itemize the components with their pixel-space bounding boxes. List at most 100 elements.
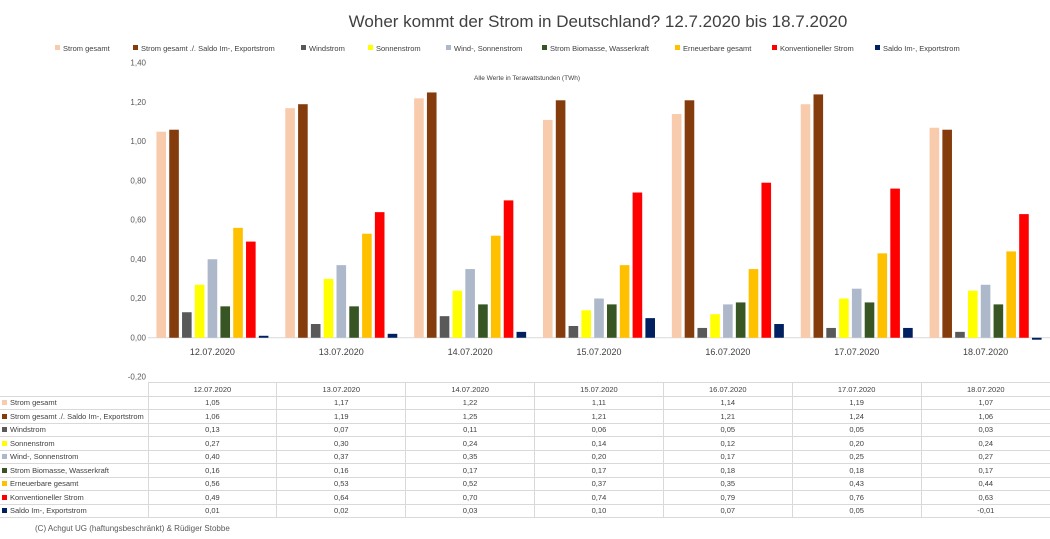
bar (877, 253, 888, 338)
x-tick-label: 18.07.2020 (963, 347, 1008, 357)
table-cell: 0,17 (662, 450, 793, 464)
bar (387, 333, 398, 338)
table-cell: 1,06 (147, 409, 277, 424)
table-header-cell: 13.07.2020 (276, 382, 406, 397)
table-cell: -0,01 (920, 504, 1050, 518)
row-label-text: Windstrom (10, 425, 46, 435)
y-tick-label: 0,00 (130, 333, 146, 342)
legend-swatch (446, 45, 451, 50)
table-cell: 1,17 (276, 396, 406, 410)
bar (258, 335, 269, 338)
legend-item: Windstrom (301, 44, 345, 53)
bar (362, 233, 372, 338)
table-row: Sonnenstrom 0,27 0,30 0,24 0,14 0,12 0,20 0,24 (0, 436, 1050, 451)
table-header-cell: 12.07.2020 (147, 382, 277, 397)
legend-swatch (368, 45, 373, 50)
table-cell: 1,06 (920, 409, 1050, 424)
table-cell: 0,07 (276, 423, 406, 437)
bar (619, 265, 630, 338)
table-cell: 0,37 (534, 477, 664, 491)
bar (452, 290, 463, 338)
bar (568, 325, 579, 338)
bar (813, 94, 824, 338)
bar (581, 310, 591, 338)
table-row-label: Windstrom (0, 423, 148, 437)
table-header-cell: 18.07.2020 (920, 382, 1050, 397)
plot-area: Alle Werte in Terawattstunden (TWh) -0,20… (128, 59, 1050, 382)
bar (285, 108, 295, 338)
row-swatch (2, 508, 7, 514)
table-cell: 0,18 (662, 463, 793, 478)
y-tick-label: 0,80 (130, 176, 146, 185)
table-cell: 0,53 (276, 477, 406, 491)
table-cell: 0,13 (147, 423, 277, 437)
table-row-label: Konventioneller Strom (0, 490, 148, 505)
x-tick-label: 17.07.2020 (834, 347, 879, 357)
y-tick-label: 1,40 (130, 59, 146, 68)
bar (516, 331, 527, 338)
y-tick-label: 0,60 (130, 216, 146, 225)
table-row-label: Sonnenstrom (0, 436, 148, 451)
bar (336, 265, 347, 338)
bar (478, 304, 488, 338)
bar (465, 269, 475, 338)
bar (929, 127, 940, 338)
x-tick-label: 14.07.2020 (448, 347, 493, 357)
legend-swatch (301, 45, 306, 50)
row-swatch (2, 467, 7, 473)
table-corner (0, 382, 148, 397)
bar (182, 312, 192, 338)
legend-label: Strom gesamt ./. Saldo Im-, Exportstrom (141, 44, 275, 53)
row-swatch (2, 494, 7, 500)
table-row: Wind-, Sonnenstrom 0,40 0,37 0,35 0,20 0,17 0,… (0, 450, 1050, 464)
table-cell: 0,20 (534, 450, 664, 464)
table-header-cell: 15.07.2020 (534, 382, 664, 397)
bar (543, 119, 553, 338)
table-cell: 0,16 (276, 463, 406, 478)
legend-swatch (55, 45, 60, 50)
bar (993, 304, 1004, 338)
table-header-cell: 17.07.2020 (791, 382, 922, 397)
bar (246, 241, 256, 338)
copyright-notice: (C) Achgut UG (haftungsbeschränkt) & Rüd… (35, 524, 230, 533)
table-cell: 1,21 (662, 409, 793, 424)
table-row-label: Saldo Im-, Exportstrom (0, 504, 148, 518)
table-cell: 0,18 (791, 463, 922, 478)
bar (955, 331, 965, 338)
bar (800, 104, 811, 338)
chart-title: Woher kommt der Strom in Deutschland? 12… (348, 12, 848, 31)
table-cell: 0,35 (405, 450, 535, 464)
bar (774, 324, 784, 338)
table-cell: 0,05 (791, 504, 922, 518)
legend-item: Sonnenstrom (368, 44, 421, 53)
bar (967, 290, 978, 338)
table-header-cell: 16.07.2020 (662, 382, 793, 397)
table-cell: 1,07 (920, 396, 1050, 410)
table-cell: 0,64 (276, 490, 406, 505)
bar (607, 304, 617, 338)
bar (723, 304, 733, 338)
table-cell: 0,49 (147, 490, 277, 505)
table-cell: 0,24 (920, 436, 1050, 451)
table-cell: 0,30 (276, 436, 406, 451)
table-cell: 0,03 (920, 423, 1050, 437)
bar (414, 98, 424, 338)
bar (1031, 337, 1042, 340)
x-tick-label: 13.07.2020 (319, 347, 364, 357)
legend-label: Wind-, Sonnenstrom (454, 44, 523, 53)
table-cell: 0,40 (147, 450, 277, 464)
bar (645, 318, 655, 338)
table-row-label: Strom gesamt ./. Saldo Im-, Exportstrom (0, 409, 148, 424)
legend-item: Strom gesamt ./. Saldo Im-, Exportstrom (133, 44, 275, 53)
bar (426, 92, 437, 338)
bar (851, 288, 862, 338)
bar (980, 284, 991, 338)
table-row-label: Wind-, Sonnenstrom (0, 450, 148, 464)
row-label-text: Saldo Im-, Exportstrom (10, 506, 87, 516)
bar (207, 259, 218, 338)
row-label-text: Sonnenstrom (10, 438, 55, 448)
bar (710, 314, 720, 338)
y-tick-label: 0,20 (130, 294, 146, 303)
row-label-text: Strom Biomasse, Wasserkraft (10, 465, 109, 475)
table-cell: 1,25 (405, 409, 535, 424)
